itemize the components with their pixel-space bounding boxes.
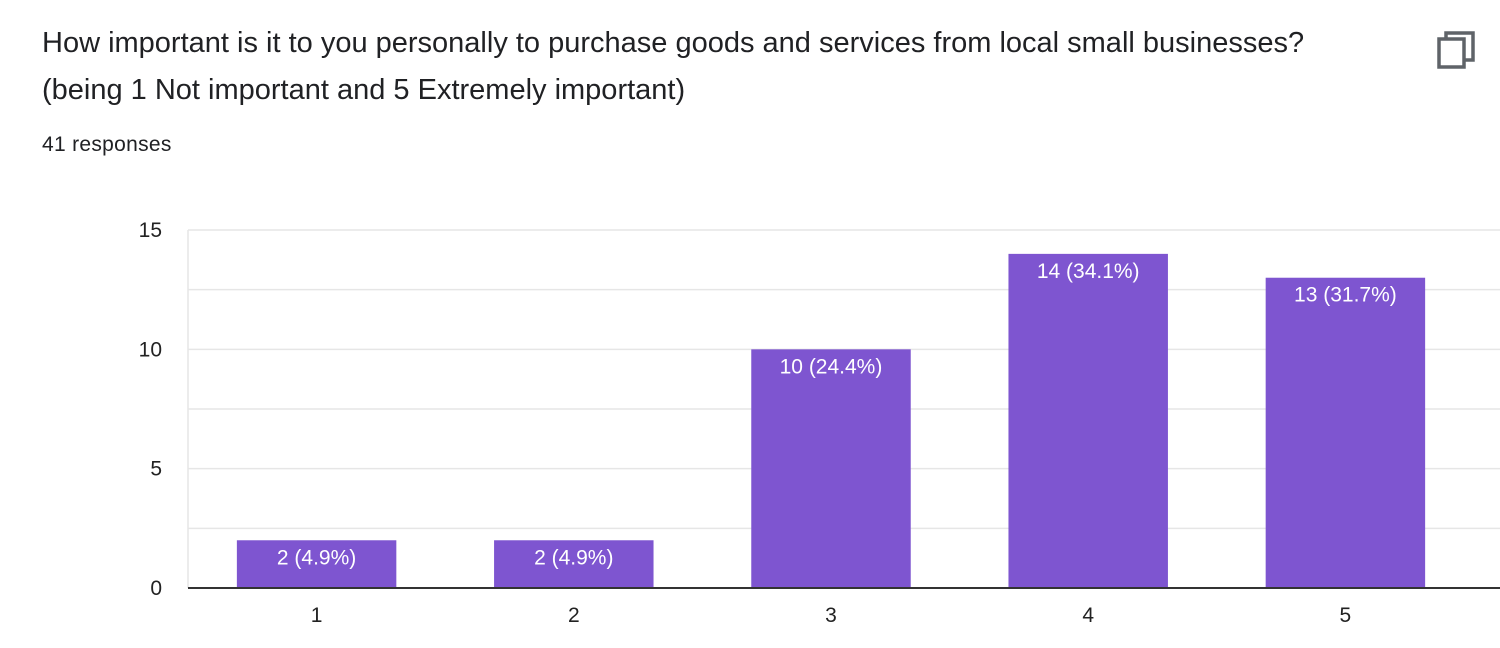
bar-data-label: 2 (4.9%) [534,546,613,569]
question-title: How important is it to you personally to… [42,27,1305,106]
bar [236,540,397,588]
x-tick-label: 2 [568,604,580,627]
bar [1008,253,1168,588]
bar [1265,277,1426,588]
bar-data-label: 2 (4.9%) [277,546,356,569]
bar [751,349,911,588]
y-tick-label: 5 [150,458,162,481]
x-tick-label: 3 [825,604,837,627]
axes: 0 5 10 15 1 2 3 4 5 [139,219,1500,627]
bar-chart: 2 (4.9%) 2 (4.9%) 10 (24.4%) 14 (34.1%) 13 (… [0,190,1500,648]
bar-chart-svg: 2 (4.9%) 2 (4.9%) 10 (24.4%) 14 (34.1%) 13 (… [139,219,1500,627]
bar-labels: 2 (4.9%) 2 (4.9%) 10 (24.4%) 14 (34.1%) 13 (… [277,260,1397,569]
bar-data-label: 10 (24.4%) [780,355,883,378]
x-tick-label: 1 [311,604,323,627]
y-tick-label: 15 [139,219,162,242]
bar-data-label: 13 (31.7%) [1294,284,1397,307]
bar [494,540,654,588]
x-tick-label: 4 [1082,604,1094,627]
y-tick-label: 10 [139,338,162,361]
bar-data-label: 14 (34.1%) [1037,260,1140,283]
response-count: 41 responses [42,133,172,156]
bars [236,253,1426,588]
x-tick-label: 5 [1340,604,1352,627]
y-tick-label: 0 [150,577,162,600]
copy-chart-button[interactable] [1430,24,1482,76]
copy-icon[interactable] [1436,30,1476,70]
